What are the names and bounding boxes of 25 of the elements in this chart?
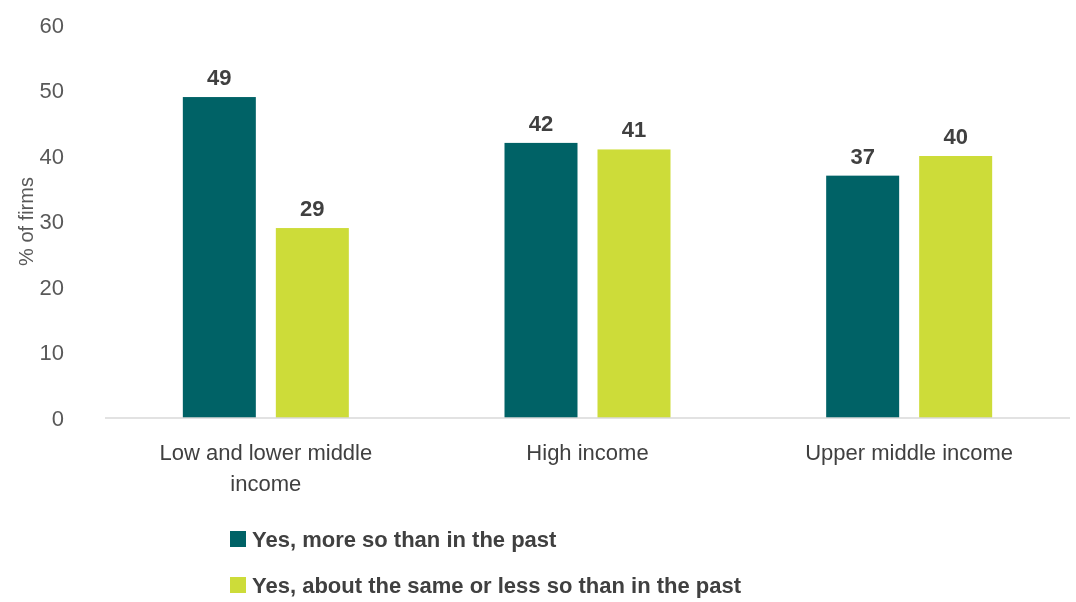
y-tick-label: 60 [39,12,64,38]
legend-label: Yes, more so than in the past [252,526,558,552]
legend-label: Yes, about the same or less so than in the past [252,572,742,598]
bar [275,228,349,418]
bar [504,142,578,418]
data-label: 42 [528,110,554,136]
y-tick-label: 20 [39,274,64,300]
data-label: 37 [850,143,875,169]
data-label: 29 [300,196,325,222]
x-tick-label: High income [526,440,649,465]
data-label: 41 [621,117,647,143]
y-tick-label: 10 [39,340,64,366]
bar [919,156,993,418]
data-label: 49 [207,65,232,91]
x-tick-label: Upper middle income [805,440,1014,465]
bar [597,149,671,418]
x-tick-label: Low and lower middle income [159,440,373,496]
y-tick-label: 40 [39,143,64,169]
data-label: 40 [943,124,968,149]
y-tick-label: 50 [39,78,64,104]
bar [182,97,256,418]
y-tick-label: 0 [51,405,64,431]
bar [826,175,900,418]
y-tick-label: 30 [39,209,64,235]
y-axis-title: % of firms [15,177,37,266]
